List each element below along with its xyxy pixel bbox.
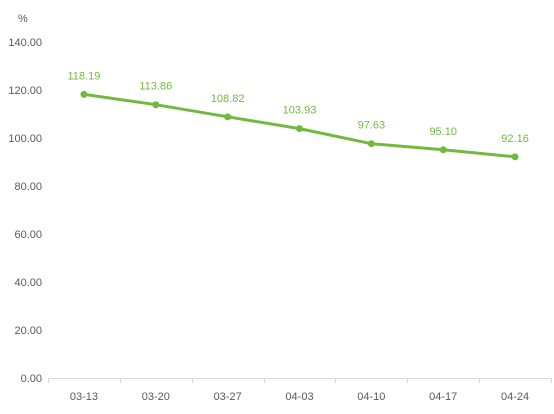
y-tick-label: 20.00 [14, 325, 42, 337]
x-tick-label: 03-27 [214, 391, 242, 403]
data-label: 95.10 [429, 126, 457, 138]
x-axis [48, 378, 552, 383]
data-point [80, 90, 88, 98]
x-tick-label: 04-17 [429, 391, 457, 403]
data-point [224, 113, 232, 121]
data-point [439, 146, 447, 154]
data-label: 108.82 [211, 93, 245, 105]
y-axis-ticks: 0.00 20.00 40.00 60.00 80.00 100.00 120.00 140.… [8, 37, 42, 385]
y-tick-label: 40.00 [14, 277, 42, 289]
data-point [367, 140, 375, 148]
x-tick-label: 04-10 [357, 391, 385, 403]
data-label: 113.86 [139, 81, 172, 93]
x-tick-label: 04-24 [501, 391, 529, 403]
data-label: 92.16 [501, 133, 529, 145]
x-tick-label: 03-13 [70, 391, 98, 403]
data-point [152, 101, 160, 109]
y-axis-unit-label: % [18, 13, 28, 25]
x-axis-ticks: 03-13 03-20 03-27 04-03 04-10 04-17 04-24 [70, 391, 529, 403]
y-tick-label: 100.00 [8, 133, 42, 145]
data-point [296, 125, 303, 133]
y-tick-label: 0.00 [21, 373, 42, 385]
x-tick-label: 03-20 [142, 391, 170, 403]
y-tick-label: 120.00 [8, 85, 42, 97]
data-point [511, 153, 519, 161]
y-tick-label: 80.00 [14, 181, 42, 193]
y-tick-label: 140.00 [8, 37, 42, 49]
series-group: 118.19 113.86 108.82 103.93 97.63 95.10 92.16 [68, 70, 529, 161]
y-tick-label: 60.00 [14, 229, 42, 241]
data-label: 118.19 [68, 70, 101, 82]
x-tick-label: 04-03 [285, 391, 313, 403]
data-label: 103.93 [283, 105, 317, 117]
data-label: 97.63 [358, 120, 386, 132]
